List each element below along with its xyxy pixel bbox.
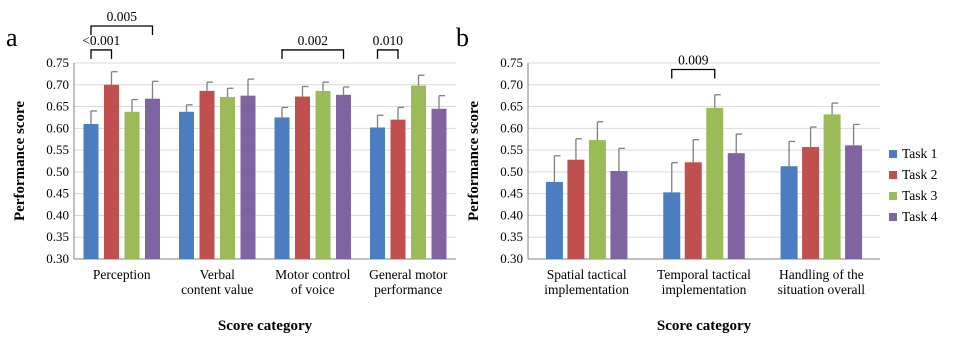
y-tick-label: 0.65 — [46, 99, 69, 114]
y-tick-label: 0.70 — [46, 77, 69, 92]
x-axis-title: Score category — [218, 318, 313, 334]
legend-swatch — [889, 213, 897, 221]
bar — [567, 159, 585, 259]
x-tick-label: Temporal tactical — [657, 267, 751, 282]
significance-bracket — [90, 49, 113, 59]
bar — [727, 153, 745, 259]
bar — [610, 171, 628, 259]
bar — [845, 145, 863, 259]
bar — [83, 123, 99, 259]
bar — [274, 117, 290, 259]
y-tick-label: 0.55 — [46, 142, 69, 157]
y-tick-label: 0.60 — [500, 120, 523, 135]
y-tick-label: 0.75 — [46, 55, 69, 70]
y-tick-label: 0.35 — [46, 229, 69, 244]
bar — [240, 95, 256, 260]
x-tick-label: General motor — [369, 267, 448, 282]
panel-label: b — [456, 23, 469, 52]
p-value-label: 0.005 — [107, 9, 138, 24]
bar — [315, 90, 331, 260]
legend-label: Task 4 — [902, 209, 938, 224]
y-tick-label: 0.60 — [46, 120, 69, 135]
significance-bracket — [671, 68, 716, 79]
x-tick-label: performance — [374, 282, 442, 297]
legend-swatch — [889, 192, 897, 200]
legend-label: Task 2 — [902, 167, 937, 182]
p-value-label: 0.009 — [678, 53, 709, 68]
p-value-label: 0.010 — [373, 33, 404, 48]
significance-bracket — [281, 49, 345, 59]
bar — [431, 108, 447, 259]
y-tick-label: 0.55 — [500, 142, 523, 157]
x-tick-label: Verbal — [200, 267, 235, 282]
p-value-label: 0.002 — [298, 33, 328, 48]
bar — [802, 147, 820, 259]
legend-swatch — [889, 171, 897, 179]
y-axis-title: Performance score — [466, 101, 482, 221]
y-tick-label: 0.30 — [46, 251, 69, 266]
x-axis-title: Score category — [657, 318, 752, 334]
bar — [124, 111, 140, 259]
y-tick-label: 0.45 — [46, 186, 69, 201]
bar — [663, 192, 681, 259]
y-tick-label: 0.40 — [500, 207, 523, 222]
bar — [145, 98, 160, 260]
bar — [390, 119, 406, 259]
legend-swatch — [889, 150, 897, 158]
y-tick-label: 0.50 — [46, 164, 69, 179]
panel-label: a — [6, 23, 18, 52]
significance-bracket — [376, 49, 399, 59]
significance-bracket — [90, 25, 154, 35]
y-tick-label: 0.40 — [46, 207, 69, 222]
x-tick-label: implementation — [662, 282, 747, 297]
bar — [199, 90, 215, 260]
y-tick-label: 0.45 — [500, 186, 523, 201]
x-tick-label: Motor control — [275, 267, 351, 282]
y-tick-label: 0.70 — [500, 77, 523, 92]
legend: Task 1 Task 2 Task 3 Task 4 — [889, 146, 938, 224]
y-axis-title: Performance score — [12, 101, 28, 221]
bar — [545, 181, 563, 259]
legend-label: Task 1 — [902, 146, 937, 161]
bar — [411, 85, 426, 259]
bar — [706, 107, 724, 260]
bar — [823, 114, 841, 259]
bar — [336, 94, 351, 259]
bar — [179, 111, 194, 259]
bar — [104, 84, 119, 260]
bar — [588, 140, 606, 259]
x-tick-label: of voice — [291, 282, 335, 297]
legend-label: Task 3 — [902, 188, 938, 203]
y-tick-label: 0.35 — [500, 229, 523, 244]
bar — [220, 96, 235, 260]
x-tick-label: content value — [181, 282, 253, 297]
x-tick-label: Handling of the — [779, 267, 864, 282]
chart-panel-a: a 0.30 0.35 0.40 0.45 0.50 0.55 0.60 0.65 0.70 0.7… — [6, 9, 456, 334]
y-tick-label: 0.75 — [500, 55, 523, 70]
bar — [295, 96, 310, 259]
bar — [780, 166, 798, 259]
x-tick-label: situation overall — [778, 282, 866, 297]
bar — [370, 127, 385, 259]
y-tick-label: 0.50 — [500, 164, 523, 179]
x-tick-label: Spatial tactical — [547, 267, 627, 282]
bar — [684, 162, 702, 259]
x-tick-label: Perception — [93, 267, 151, 282]
p-value-label: <0.001 — [82, 33, 120, 48]
chart-panel-b: b 0.30 0.35 0.40 0.45 0.50 0.55 0.60 0.65 0.70 0.7… — [456, 23, 880, 334]
y-tick-label: 0.65 — [500, 99, 523, 114]
y-tick-label: 0.30 — [500, 251, 523, 266]
x-tick-label: implementation — [544, 282, 629, 297]
